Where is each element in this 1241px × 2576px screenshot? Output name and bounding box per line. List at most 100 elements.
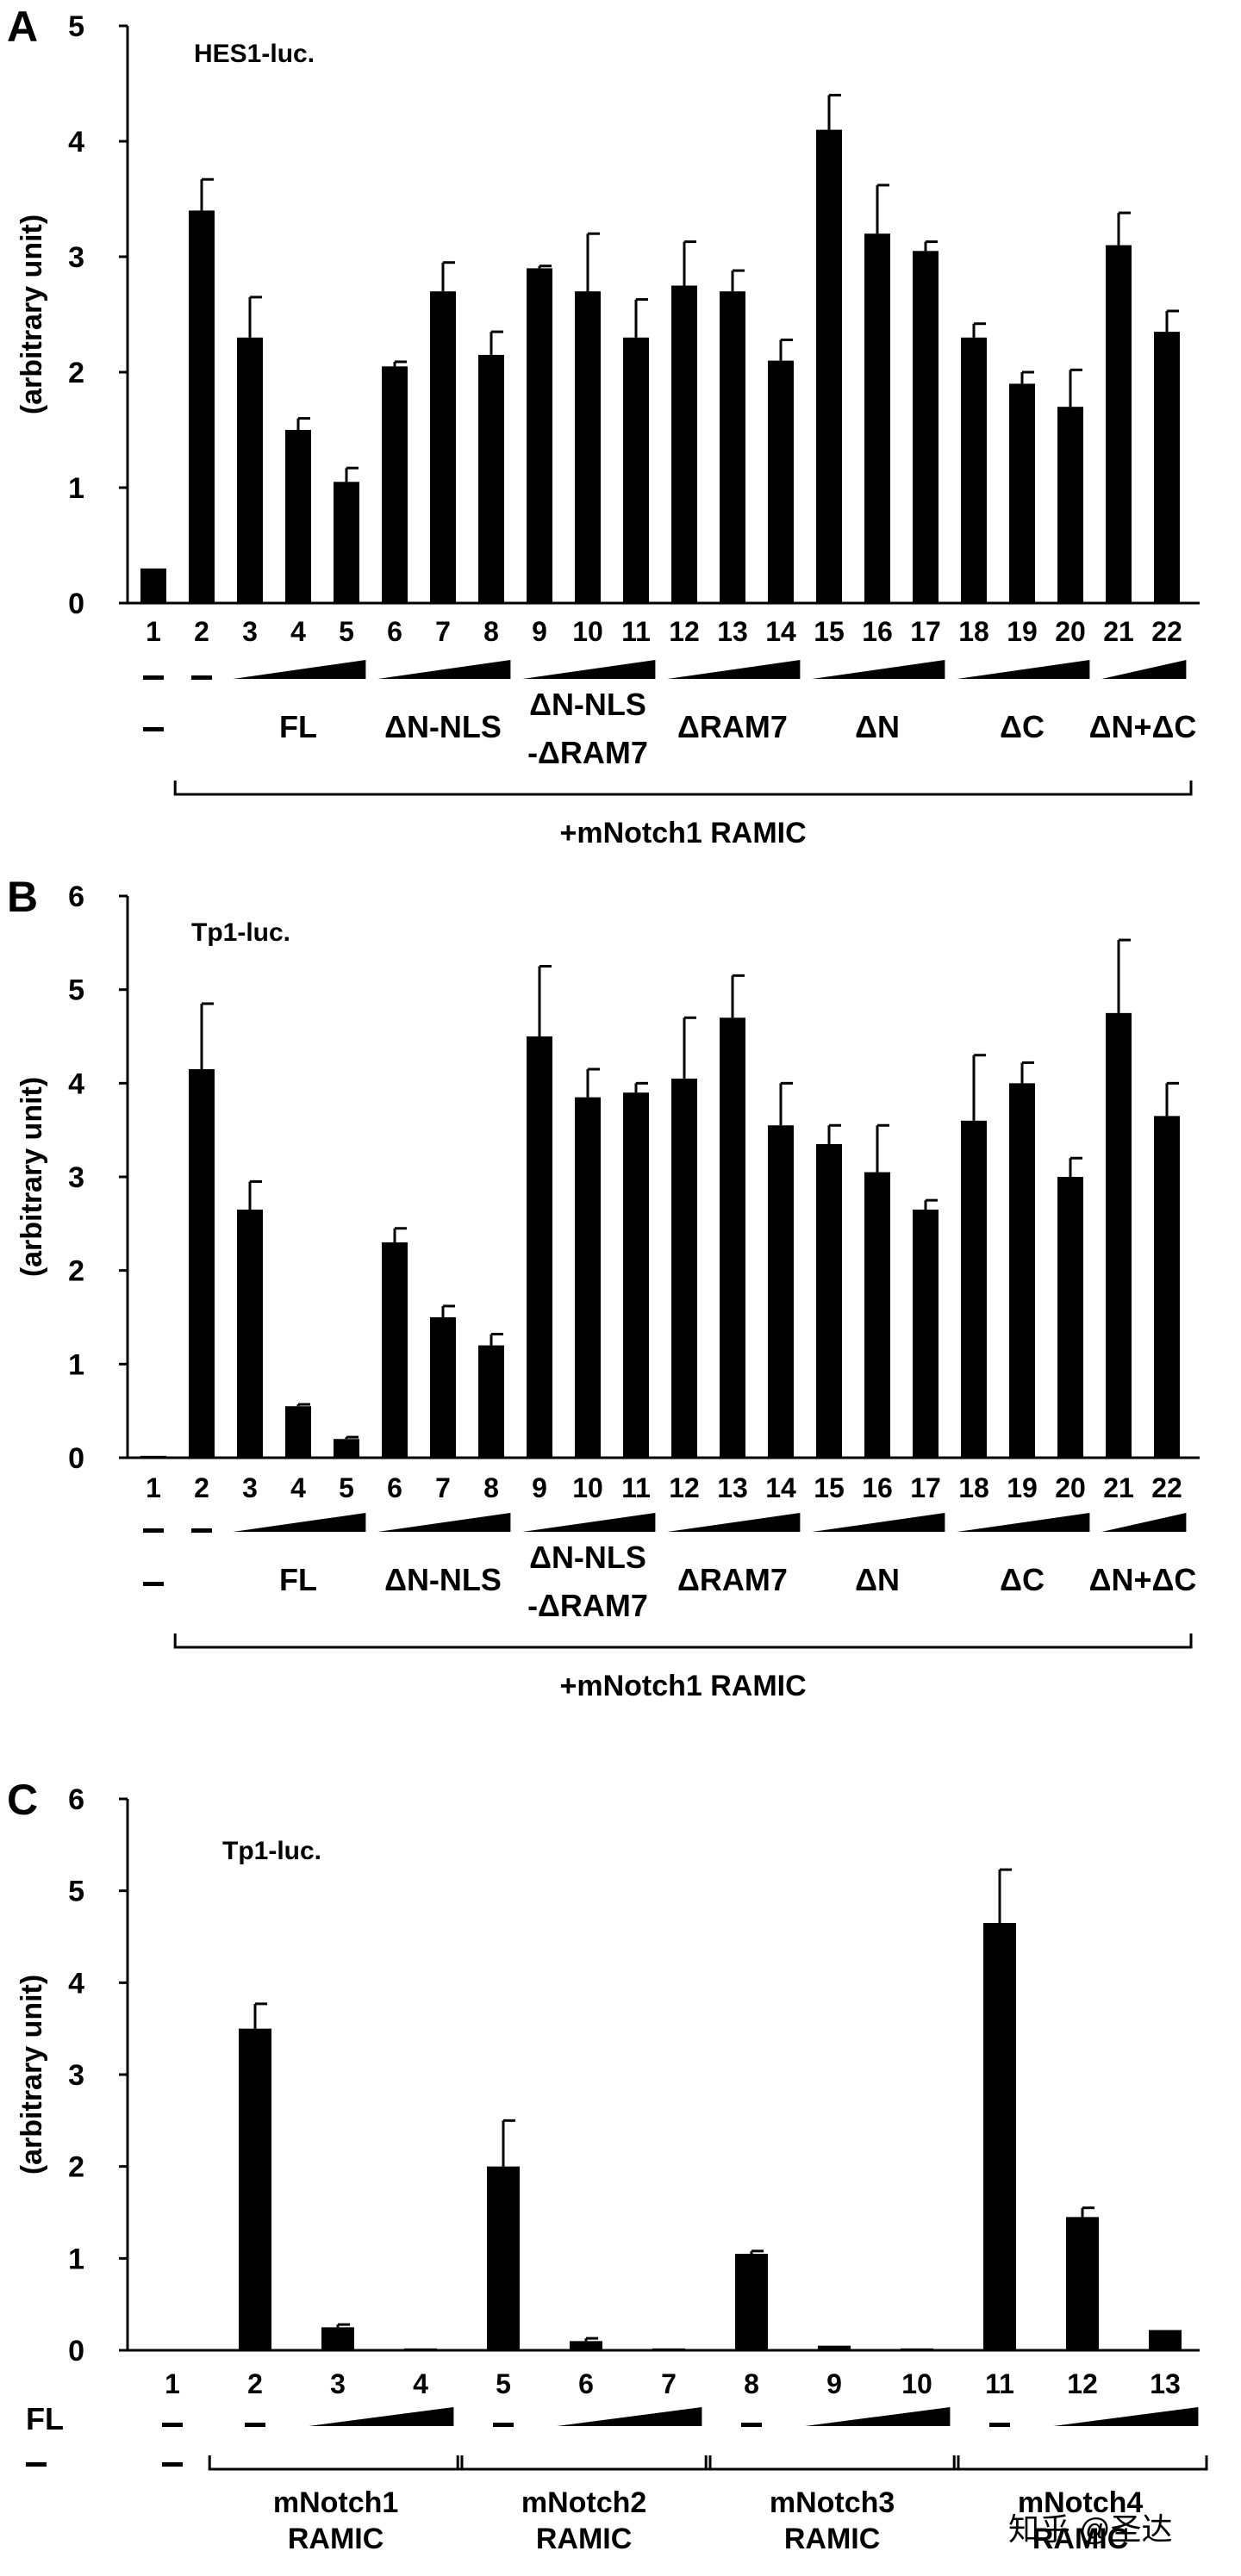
y-axis-label: (arbitrary unit) xyxy=(16,1975,48,2175)
bar xyxy=(478,1345,504,1458)
y-tick-label: 3 xyxy=(68,241,84,274)
x-tick-label: 17 xyxy=(910,1472,941,1503)
x-tick-label: 1 xyxy=(146,616,161,647)
group-label: FL xyxy=(279,1562,317,1597)
x-tick-label: 10 xyxy=(572,1472,603,1503)
dash-marker xyxy=(143,1582,164,1586)
y-tick-label: 0 xyxy=(68,588,84,620)
panel-letter: C xyxy=(7,1776,38,1824)
group-label: ΔN-NLS xyxy=(529,1540,646,1575)
bar xyxy=(1106,1012,1132,1458)
ramp-triangle xyxy=(522,1513,656,1532)
x-tick-label: 22 xyxy=(1151,1472,1182,1503)
bar xyxy=(901,2348,933,2350)
bar xyxy=(623,1092,649,1458)
y-tick-label: 3 xyxy=(68,2059,84,2092)
x-tick-label: 14 xyxy=(765,1472,796,1503)
group-label: -ΔRAM7 xyxy=(527,1588,648,1623)
bar xyxy=(478,354,504,603)
x-tick-label: 4 xyxy=(290,1472,306,1503)
bar xyxy=(816,129,842,604)
bracket xyxy=(952,2455,1208,2471)
group-label: ΔN-NLS xyxy=(384,709,502,744)
dash-marker xyxy=(162,2462,183,2467)
x-tick-label: 3 xyxy=(330,2368,346,2399)
y-tick-label: 1 xyxy=(68,1348,84,1381)
x-tick-label: 17 xyxy=(910,616,941,647)
x-tick-label: 5 xyxy=(339,1472,354,1503)
x-tick-label: 2 xyxy=(194,1472,209,1503)
bar xyxy=(527,1036,552,1458)
row-label: FL xyxy=(26,2401,64,2436)
ramp-triangle xyxy=(377,660,511,679)
y-tick-label: 2 xyxy=(68,2151,84,2184)
bar xyxy=(575,1097,601,1458)
x-tick-label: 22 xyxy=(1151,616,1182,647)
bar xyxy=(623,337,649,603)
bar xyxy=(1154,332,1180,603)
x-tick-label: 7 xyxy=(661,2368,677,2399)
y-tick-label: 0 xyxy=(68,1442,84,1475)
x-tick-label: 7 xyxy=(435,616,451,647)
dash-marker xyxy=(245,2423,265,2427)
bar xyxy=(864,1172,890,1458)
bar xyxy=(382,366,408,603)
bar xyxy=(983,1923,1016,2350)
group-label: ΔN+ΔC xyxy=(1089,1562,1197,1597)
group-label: ΔN-NLS xyxy=(384,1562,502,1597)
x-tick-label: 3 xyxy=(242,616,258,647)
bar xyxy=(768,1125,794,1458)
ramp-triangle xyxy=(667,660,801,679)
bar xyxy=(430,291,456,603)
bar xyxy=(285,430,311,603)
y-tick-label: 6 xyxy=(68,880,84,913)
bracket xyxy=(173,781,1193,796)
bracket-label: mNotch1 xyxy=(273,2486,398,2519)
x-tick-label: 15 xyxy=(814,1472,845,1503)
ramp-triangle xyxy=(957,660,1090,679)
x-tick-label: 8 xyxy=(483,1472,499,1503)
dash-marker xyxy=(143,727,164,731)
x-tick-label: 3 xyxy=(242,1472,258,1503)
y-tick-label: 2 xyxy=(68,357,84,389)
bracket xyxy=(208,2455,464,2471)
bar xyxy=(720,291,745,603)
ramp-triangle xyxy=(557,2407,702,2426)
group-label: ΔN xyxy=(855,1562,900,1597)
bar xyxy=(140,1455,166,1458)
y-tick-label: 4 xyxy=(68,126,84,159)
bar xyxy=(237,1210,263,1458)
bar xyxy=(382,1242,408,1458)
bar xyxy=(768,360,794,603)
bar xyxy=(961,337,987,603)
bar xyxy=(1066,2217,1099,2350)
chart-title: Tp1-luc. xyxy=(191,918,290,947)
dash-marker xyxy=(191,1528,212,1533)
bar xyxy=(735,2254,768,2350)
bar xyxy=(1009,383,1035,603)
x-tick-label: 15 xyxy=(814,616,845,647)
x-tick-label: 14 xyxy=(765,616,796,647)
y-tick-label: 5 xyxy=(68,1876,84,1908)
chart-title: Tp1-luc. xyxy=(222,1837,321,1865)
x-tick-label: 2 xyxy=(247,2368,263,2399)
bracket xyxy=(456,2455,712,2471)
bar xyxy=(334,1439,359,1458)
bracket-label: mNotch3 xyxy=(770,2486,895,2519)
ramp-triangle xyxy=(522,660,656,679)
x-tick-label: 13 xyxy=(717,616,748,647)
x-tick-label: 18 xyxy=(958,616,989,647)
bar xyxy=(961,1120,987,1458)
x-tick-label: 21 xyxy=(1103,1472,1134,1503)
ramp-triangle xyxy=(1101,660,1187,679)
bracket-label: RAMIC xyxy=(784,2523,880,2555)
bar xyxy=(1009,1083,1035,1458)
bar xyxy=(720,1017,745,1458)
dash-marker xyxy=(741,2423,762,2427)
bracket xyxy=(173,1633,1193,1649)
bar xyxy=(189,1069,215,1458)
bar xyxy=(570,2341,602,2350)
dash-marker xyxy=(143,675,164,680)
